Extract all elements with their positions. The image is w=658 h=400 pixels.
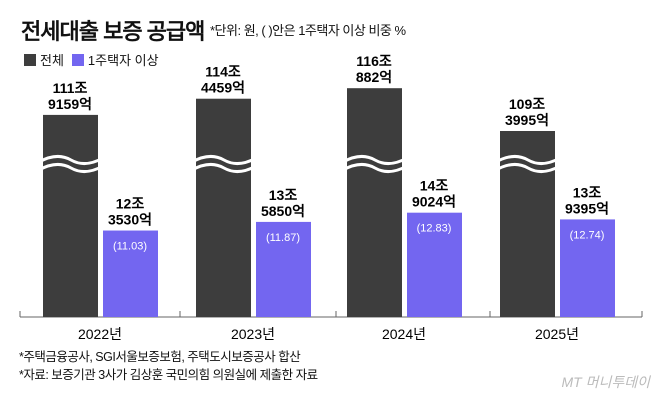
label-one-plus-jo: 13조 <box>269 187 298 203</box>
bar-one-plus <box>407 212 462 317</box>
legend: 전체 1주택자 이상 <box>24 50 159 69</box>
axis-break-mark <box>342 155 408 165</box>
label-total-jo: 114조 <box>205 64 241 80</box>
bar-one-plus <box>103 230 158 317</box>
share-label: (11.03) <box>113 241 147 253</box>
label-one-plus-jo: 12조 <box>116 196 145 212</box>
axis-break-mark <box>38 155 104 165</box>
legend-swatch-total <box>24 53 36 66</box>
axis-break-mark <box>495 155 561 165</box>
legend-label-total: 전체 <box>40 53 64 68</box>
axis-break-mark <box>38 163 104 173</box>
bar-one-plus <box>560 219 615 317</box>
axis-break-mark <box>342 163 408 173</box>
note-2: *자료: 보증기관 3사가 김상훈 국민의힘 의원실에 제출한 자료 <box>19 368 318 382</box>
chart-title: 전세대출 보증 공급액 <box>21 19 205 44</box>
x-tick-label: 2025년 <box>535 326 579 342</box>
label-one-plus-eok: 3530억 <box>108 212 152 228</box>
label-total-jo: 109조 <box>509 96 545 112</box>
label-one-plus-eok: 9024억 <box>412 194 456 210</box>
label-total-jo: 116조 <box>356 53 392 69</box>
axis-break-mark <box>191 163 257 173</box>
legend-swatch-one-plus <box>71 53 84 66</box>
legend-label-one-plus: 1주택자 이상 <box>87 53 159 68</box>
share-label: (12.74) <box>570 229 605 241</box>
label-one-plus-jo: 14조 <box>420 178 449 194</box>
share-label: (12.83) <box>417 223 452 235</box>
bar-total <box>43 114 98 317</box>
label-total-jo: 111조 <box>53 80 88 96</box>
x-tick-label: 2023년 <box>231 326 275 342</box>
label-total-eok: 3995억 <box>505 112 549 128</box>
label-total-eok: 4459억 <box>201 80 245 96</box>
axis-break-mark <box>495 163 561 173</box>
unit-note: *단위: 원, ( )안은 1주택자 이상 비중 % <box>210 23 406 38</box>
logo: MT 머니투데이 <box>561 374 650 390</box>
bar-total <box>347 88 402 317</box>
bar-total <box>196 98 251 317</box>
bar-one-plus <box>256 221 311 317</box>
note-1: *주택금융공사, SGI서울보증보험, 주택도시보증공사 합산 <box>19 350 301 364</box>
x-tick-label: 2024년 <box>382 326 426 342</box>
label-one-plus-eok: 9395억 <box>565 200 609 216</box>
label-one-plus-eok: 5850억 <box>261 203 305 219</box>
x-tick-label: 2022년 <box>78 326 122 342</box>
share-label: (11.87) <box>266 232 300 244</box>
axis-break-mark <box>191 155 257 165</box>
label-one-plus-jo: 13조 <box>573 184 602 200</box>
label-total-eok: 882억 <box>356 69 392 85</box>
label-total-eok: 9159억 <box>48 96 92 112</box>
